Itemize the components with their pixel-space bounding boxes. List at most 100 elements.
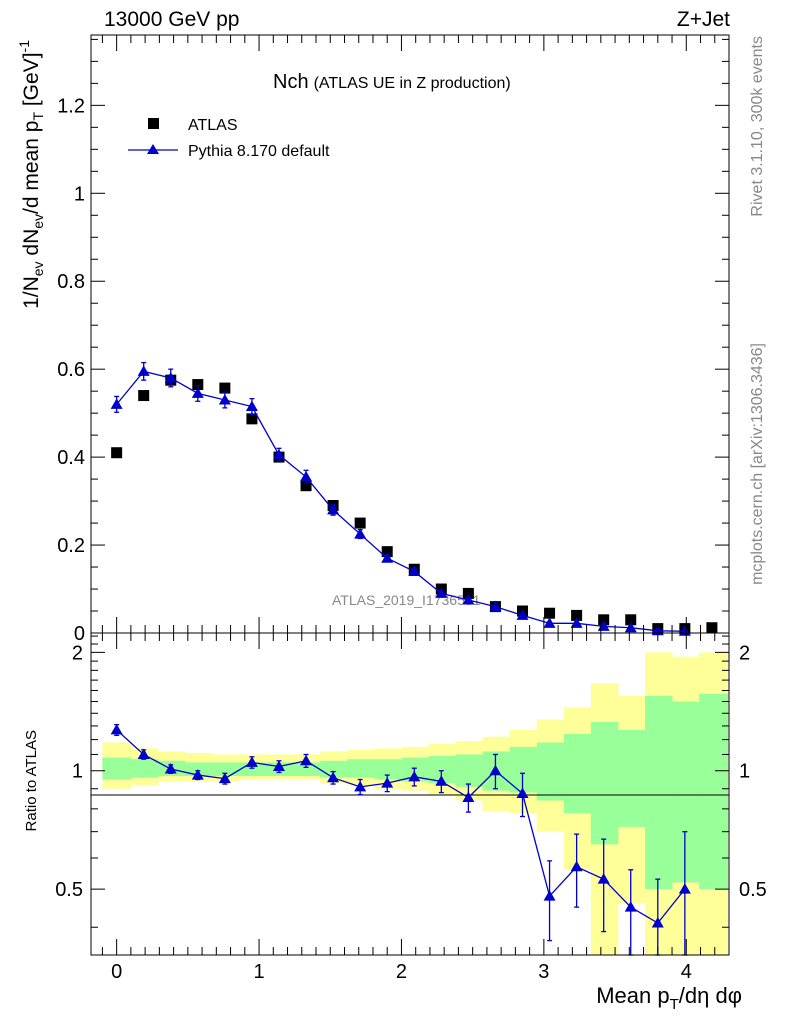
- pythia-point: [435, 587, 448, 598]
- main-y-tick-label: 0.6: [57, 359, 85, 381]
- legend-atlas-marker: [148, 118, 159, 129]
- atlas-point: [625, 614, 637, 626]
- ratio-point: [300, 754, 313, 766]
- atlas-point: [354, 517, 366, 529]
- ratio-x-tick-label: 2: [396, 961, 407, 983]
- ratio-point: [110, 723, 123, 735]
- ratio-x-tick-label: 4: [681, 961, 692, 983]
- ratio-x-tick-label: 0: [111, 961, 122, 983]
- ratio-bands: [102, 652, 729, 955]
- atlas-point: [571, 609, 583, 621]
- atlas-point: [544, 607, 556, 619]
- atlas-point: [462, 587, 474, 599]
- pythia-line: [116, 370, 685, 632]
- ratio-point: [191, 769, 204, 780]
- ratio-point: [354, 780, 367, 792]
- ratio-line: [116, 729, 686, 924]
- atlas-point: [246, 413, 258, 425]
- ratio-point: [678, 883, 691, 894]
- ratio-point: [597, 873, 610, 884]
- pythia-point: [300, 470, 313, 482]
- legend-atlas-label: ATLAS: [188, 117, 238, 134]
- green-band-segment: [130, 759, 159, 778]
- pythia-point: [570, 617, 583, 628]
- legend-pythia-marker: [147, 144, 159, 154]
- pythia-point: [543, 617, 556, 628]
- ratio-point: [245, 756, 258, 767]
- legend: ATLAS Pythia 8.170 default: [128, 117, 330, 160]
- pythia-point: [110, 398, 123, 409]
- plot-title: Nch (ATLAS UE in Z production): [273, 71, 511, 93]
- ratio-point: [137, 748, 150, 759]
- pythia-point: [516, 609, 529, 620]
- main-axis-ticks: 0 0.2 0.4 0.6 0.8 1 1.2: [57, 35, 729, 645]
- pythia-point: [272, 448, 285, 460]
- ratio-x-tick-label: 3: [538, 961, 549, 983]
- main-panel-frame: [90, 34, 730, 634]
- ratio-point: [272, 760, 285, 772]
- main-y-tick-label: 1: [74, 183, 85, 205]
- ratio-point: [164, 763, 177, 774]
- main-y-tick-label: 0.2: [57, 535, 85, 557]
- ratio-point: [327, 771, 340, 783]
- green-band-segment: [212, 762, 240, 776]
- ratio-point: [218, 772, 231, 784]
- ratio-y-tick-label: 0.5: [55, 879, 83, 901]
- ratio-point: [462, 791, 475, 802]
- mcplots-label: mcplots.cern.ch [arXiv:1306.3436]: [749, 343, 766, 585]
- main-y-tick-label: 0.8: [57, 271, 85, 293]
- green-band-segment: [184, 762, 213, 776]
- pythia-point: [381, 552, 394, 563]
- pythia-point: [408, 565, 421, 576]
- ratio-point: [381, 777, 394, 788]
- analysis-watermark: ATLAS_2019_I1736531: [332, 592, 481, 608]
- ratio-point: [624, 901, 637, 912]
- atlas-point: [706, 622, 718, 634]
- legend-pythia-label: Pythia 8.170 default: [188, 143, 330, 160]
- green-band-segment: [102, 757, 132, 780]
- green-band-segment: [347, 759, 375, 778]
- ratio-point: [570, 860, 583, 872]
- atlas-point: [598, 614, 610, 626]
- ratio-point: [489, 764, 502, 776]
- ratio-curve: [110, 723, 691, 956]
- atlas-point: [219, 382, 231, 394]
- ratio-y-axis-title: Ratio to ATLAS: [23, 730, 40, 831]
- green-band-segment: [590, 722, 619, 845]
- pythia-point: [164, 371, 177, 383]
- main-y-tick-label: 1.2: [57, 95, 85, 117]
- pythia-point: [191, 387, 204, 398]
- main-y-tick-label: 0: [74, 623, 85, 645]
- atlas-point: [138, 390, 150, 402]
- pythia-point: [327, 503, 340, 515]
- ratio-x-tick-label: 1: [253, 961, 264, 983]
- green-band-segment: [401, 757, 430, 782]
- ratio-y-tick-label-right: 1: [739, 761, 750, 783]
- ratio-y-tick-label: 1: [72, 761, 83, 783]
- pythia-point: [137, 365, 150, 376]
- green-band-segment: [617, 729, 646, 827]
- ratio-panel-frame: [90, 632, 730, 956]
- rivet-label: Rivet 3.1.10, 300k events: [749, 36, 766, 217]
- green-band-segment: [644, 695, 673, 890]
- ratio-point: [543, 890, 556, 901]
- green-band-segment: [563, 734, 592, 814]
- pythia-point: [354, 528, 367, 539]
- atlas-point: [300, 480, 312, 492]
- ratio-axis-ticks: 0.5 0.5 1 1 2 2 0 1 2 3 4: [55, 633, 767, 983]
- green-band-segment: [374, 759, 402, 780]
- ratio-point: [651, 917, 664, 928]
- atlas-point: [192, 379, 204, 391]
- ratio-point: [408, 770, 421, 782]
- atlas-point: [381, 546, 393, 558]
- main-y-axis-title: 1/Nev dNev/d mean pT [GeV]-1: [16, 40, 46, 309]
- ratio-point: [435, 775, 448, 786]
- pythia-point: [462, 594, 475, 605]
- ratio-y-tick-label-right: 2: [739, 642, 750, 664]
- process-label: Z+Jet: [677, 8, 730, 31]
- ratio-y-tick-label: 2: [72, 642, 83, 664]
- green-band-segment: [509, 746, 538, 793]
- ratio-y-tick-label-right: 0.5: [739, 879, 767, 901]
- plot-subtitle: (ATLAS UE in Z production): [314, 75, 511, 92]
